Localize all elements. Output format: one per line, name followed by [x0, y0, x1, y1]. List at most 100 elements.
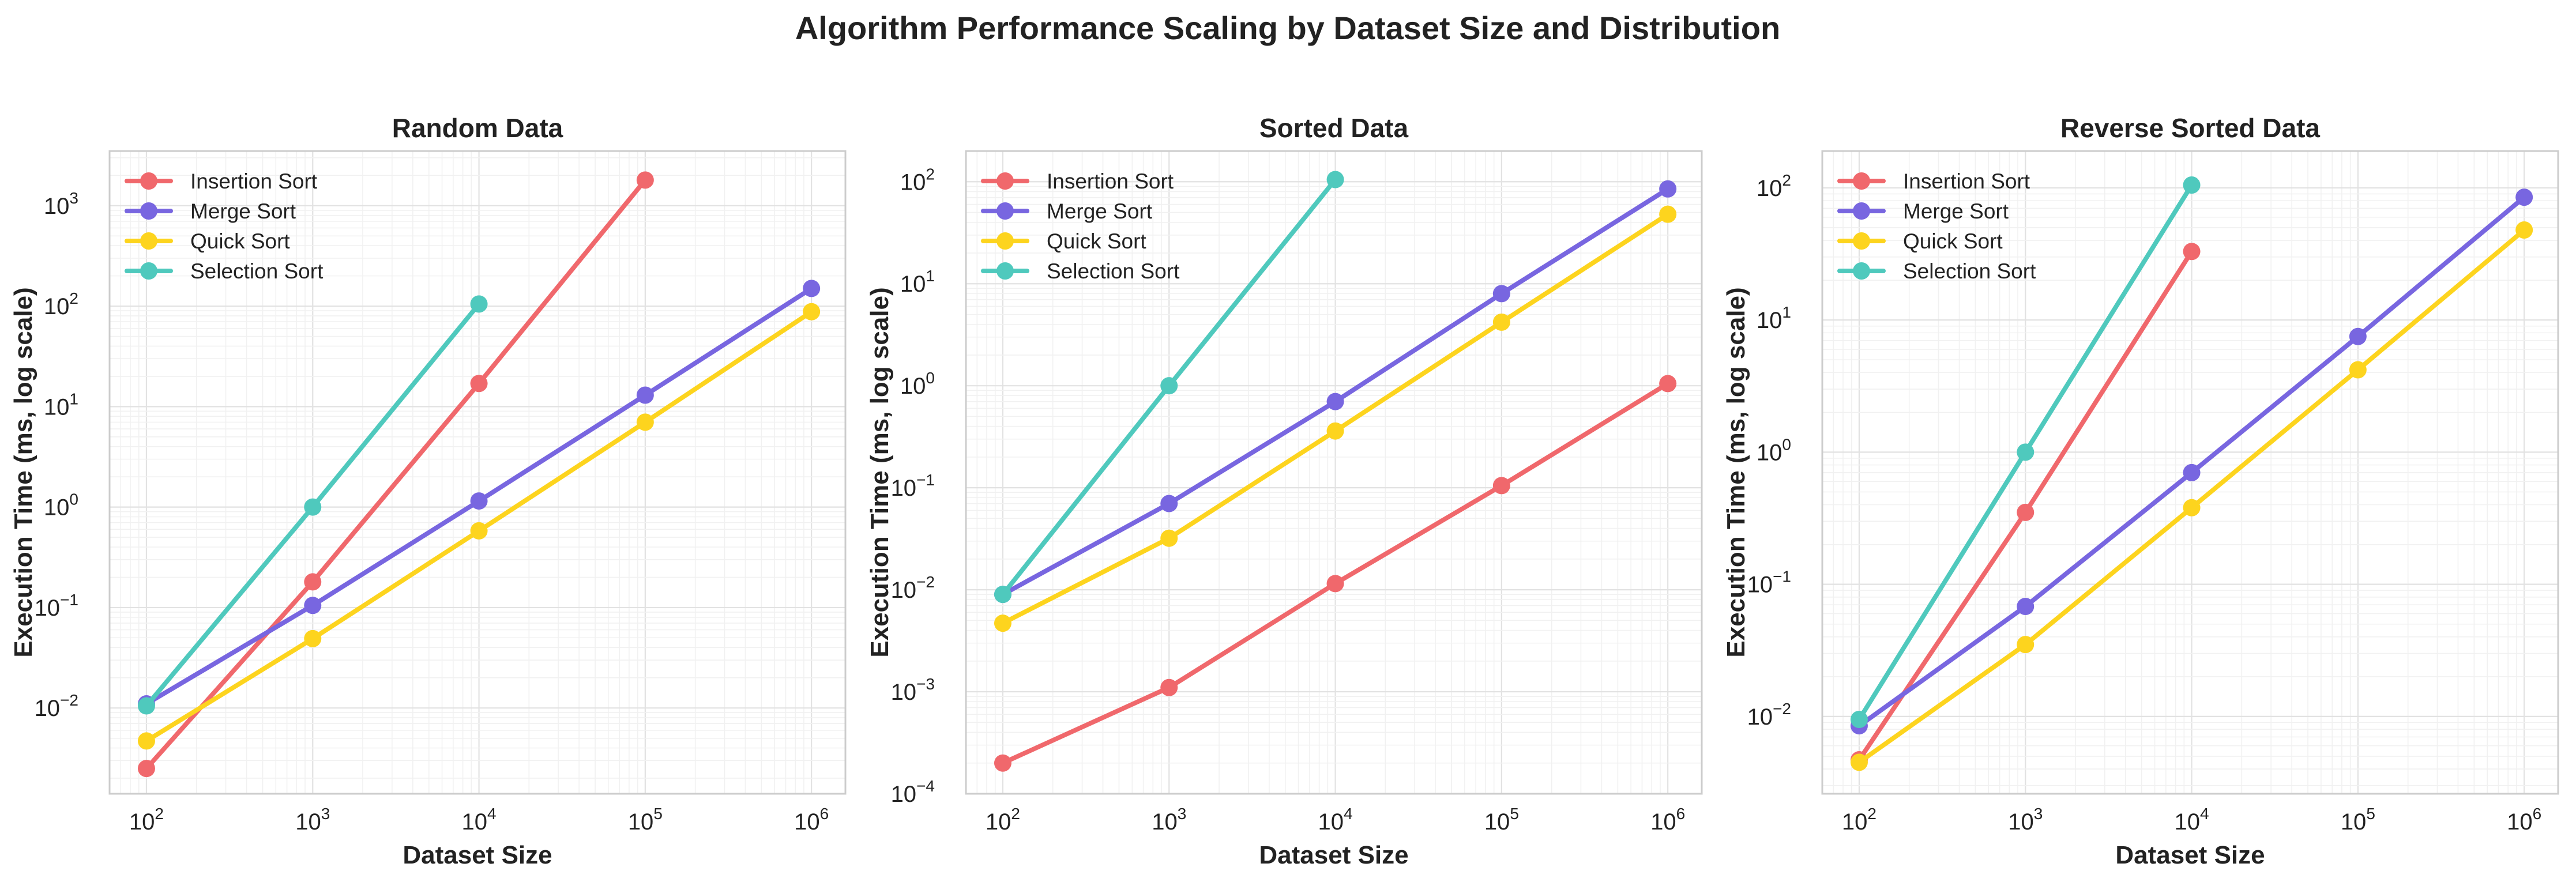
legend-label: Insertion Sort [1903, 169, 2030, 193]
data-point-quick-sort [304, 629, 322, 647]
data-point-quick-sort [2349, 361, 2367, 379]
series-quick-sort [137, 303, 821, 750]
panel-random-data: 102 103 104 105 106 10−2 10−1 100 101 102 103 Rando… [9, 113, 847, 869]
legend-swatch-marker [140, 262, 157, 280]
x-axis-label: Dataset Size [2115, 841, 2265, 869]
panel-title: Sorted Data [1259, 113, 1409, 143]
legend-label: Insertion Sort [190, 169, 318, 193]
data-point-merge-sort [2183, 463, 2201, 481]
data-point-selection-sort [470, 295, 488, 313]
y-tick-label: 10−2 [1747, 700, 1791, 730]
y-axis-label: Execution Time (ms, log scale) [1722, 287, 1750, 657]
data-point-insertion-sort [1326, 575, 1344, 593]
y-tick-label: 101 [1757, 303, 1791, 333]
data-point-insertion-sort [2017, 503, 2035, 521]
data-point-selection-sort [1850, 710, 1868, 728]
y-tick-label: 10−3 [891, 675, 935, 705]
x-axis-label: Dataset Size [403, 841, 552, 869]
data-point-insertion-sort [470, 375, 488, 393]
series-quick-sort [1850, 221, 2533, 771]
legend-swatch-marker [1853, 172, 1870, 190]
y-axis-label: Execution Time (ms, log scale) [866, 287, 894, 657]
panel-title: Reverse Sorted Data [2060, 113, 2320, 143]
legend-swatch-marker [1853, 202, 1870, 220]
legend-item-merge-sort: Merge Sort [1837, 199, 2009, 223]
legend-item-selection-sort: Selection Sort [125, 259, 324, 283]
data-point-selection-sort [2017, 443, 2035, 461]
data-point-insertion-sort [137, 760, 155, 778]
data-point-quick-sort [2183, 499, 2201, 516]
legend-item-insertion-sort: Insertion Sort [125, 169, 318, 193]
legend-label: Insertion Sort [1047, 169, 1174, 193]
y-tick-label: 10−1 [35, 591, 78, 621]
legend-item-quick-sort: Quick Sort [981, 229, 1146, 253]
data-point-quick-sort [1160, 529, 1178, 547]
legend: Insertion Sort Merge Sort Quick Sort Select… [1837, 169, 2036, 283]
x-tick-label: 105 [628, 805, 663, 835]
data-point-merge-sort [470, 492, 488, 510]
series-quick-sort [994, 205, 1677, 632]
legend-swatch-marker [1853, 232, 1870, 250]
series-line-insertion-sort [144, 178, 648, 771]
legend-swatch-marker [1853, 262, 1870, 280]
data-point-merge-sort [1160, 495, 1178, 512]
x-axis-label: Dataset Size [1259, 841, 1408, 869]
y-tick-label: 10−4 [891, 777, 935, 807]
y-tick-label: 10−1 [1747, 568, 1791, 598]
legend-swatch-marker [996, 262, 1014, 280]
data-point-merge-sort [636, 386, 654, 404]
data-point-quick-sort [1850, 753, 1868, 771]
data-point-selection-sort [994, 586, 1011, 604]
data-point-insertion-sort [1160, 678, 1178, 696]
figure-title: Algorithm Performance Scaling by Dataset… [795, 10, 1780, 46]
x-tick-label: 106 [2507, 805, 2541, 835]
data-point-insertion-sort [636, 171, 654, 189]
data-point-quick-sort [1492, 313, 1510, 331]
plot-frame [1821, 150, 2559, 795]
x-tick-label: 104 [1318, 805, 1353, 835]
x-tick-label: 102 [129, 805, 164, 835]
y-tick-label: 10−1 [891, 471, 935, 501]
legend-label: Merge Sort [1903, 199, 2009, 223]
plot-frame [108, 150, 847, 795]
y-tick-label: 100 [900, 369, 935, 399]
series-selection-sort [137, 295, 488, 715]
data-point-quick-sort [1326, 422, 1344, 440]
plot-area [966, 151, 1702, 794]
y-axis-label: Execution Time (ms, log scale) [9, 287, 37, 657]
data-point-quick-sort [636, 413, 654, 431]
data-point-merge-sort [803, 280, 821, 297]
legend-swatch-marker [996, 202, 1014, 220]
x-tick-label: 104 [462, 805, 497, 835]
data-point-quick-sort [2515, 221, 2533, 239]
data-point-insertion-sort [1659, 375, 1677, 393]
panel-sorted-data: 102 103 104 105 106 10−4 10−3 10−2 10−1 100 101 102… [866, 113, 1703, 869]
x-tick-label: 102 [986, 805, 1020, 835]
x-tick-label: 103 [2008, 805, 2043, 835]
data-point-selection-sort [2183, 176, 2201, 194]
y-tick-label: 100 [1757, 435, 1791, 465]
data-point-selection-sort [304, 498, 322, 516]
data-point-insertion-sort [1492, 477, 1510, 495]
data-point-quick-sort [1659, 205, 1677, 223]
y-tick-label: 101 [44, 390, 78, 420]
plot-frame [965, 150, 1703, 795]
data-point-merge-sort [1492, 285, 1510, 303]
data-point-selection-sort [1160, 377, 1178, 395]
legend-swatch-marker [140, 172, 157, 190]
legend-item-insertion-sort: Insertion Sort [981, 169, 1174, 193]
legend-item-quick-sort: Quick Sort [125, 229, 290, 253]
data-point-merge-sort [1659, 180, 1677, 198]
y-tick-label: 103 [44, 189, 78, 219]
x-tick-label: 106 [1650, 805, 1685, 835]
legend-swatch-marker [140, 232, 157, 250]
x-tick-label: 105 [2341, 805, 2375, 835]
x-tick-label: 103 [1152, 805, 1186, 835]
y-tick-label: 101 [900, 267, 935, 297]
legend-item-quick-sort: Quick Sort [1837, 229, 2003, 253]
legend-label: Quick Sort [1903, 229, 2003, 253]
data-point-merge-sort [2515, 188, 2533, 206]
data-point-quick-sort [137, 732, 155, 750]
data-point-merge-sort [2349, 327, 2367, 345]
